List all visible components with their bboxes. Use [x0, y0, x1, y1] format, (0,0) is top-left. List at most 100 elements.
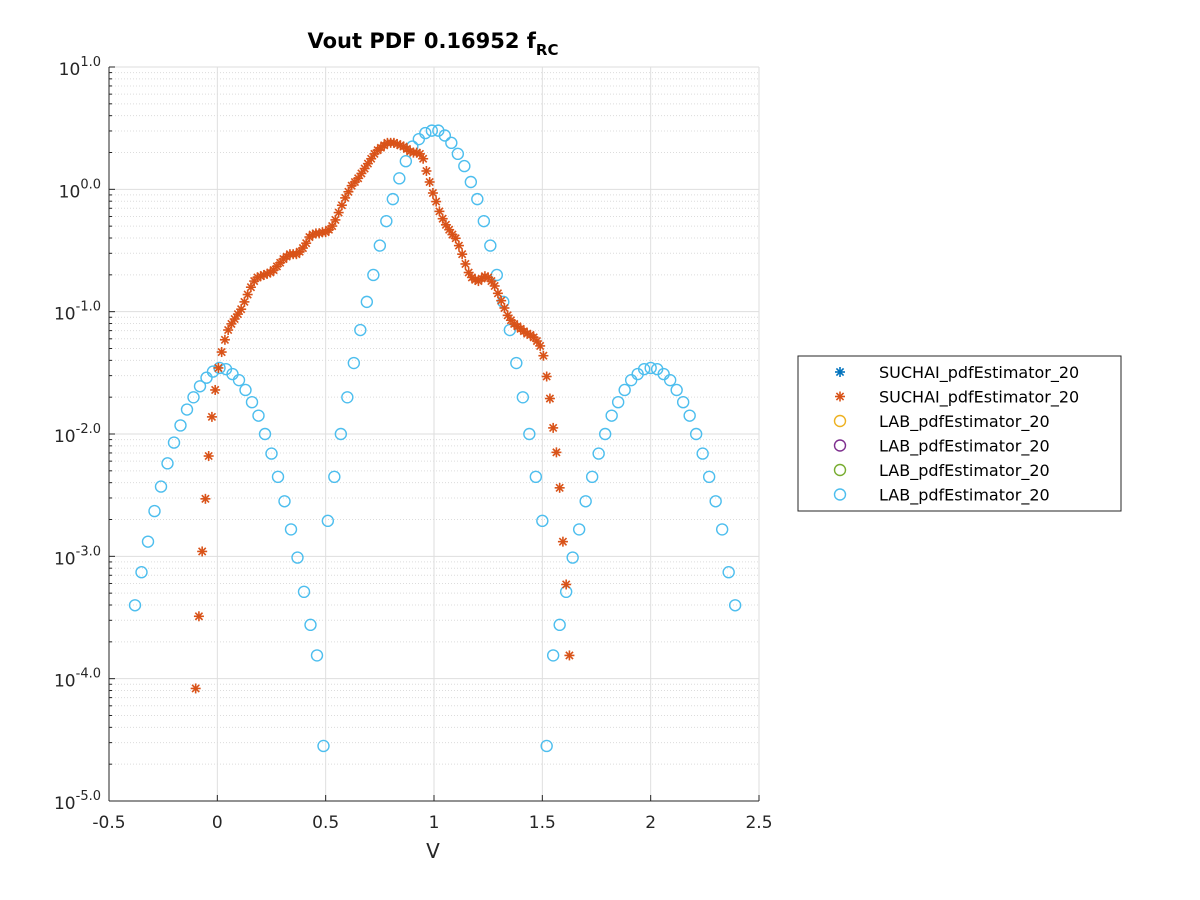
data-point — [334, 427, 348, 441]
legend-label: LAB_pdfEstimator_20 — [879, 486, 1050, 506]
legend-box — [797, 355, 1122, 512]
data-point — [425, 124, 439, 137]
y-tick-label-base: 10 — [54, 549, 76, 569]
data-point — [291, 551, 304, 564]
y-tick-label-exponent: -2.0 — [76, 422, 101, 437]
data-point — [546, 649, 560, 662]
data-point — [458, 159, 471, 173]
data-point — [499, 302, 510, 313]
data-point — [709, 495, 722, 508]
y-tick-label-base: 10 — [59, 60, 81, 80]
data-point — [392, 139, 403, 150]
data-point — [161, 457, 174, 470]
data-point — [457, 249, 468, 260]
legend-marker — [833, 414, 847, 428]
data-point — [554, 482, 565, 493]
x-axis-label: V — [426, 839, 440, 863]
data-point — [728, 599, 742, 612]
y-tick-label: 10-2.0 — [54, 422, 101, 447]
y-tick-label-exponent: -5.0 — [76, 789, 101, 804]
data-point — [239, 383, 252, 397]
x-tick-label: 0.5 — [312, 813, 339, 833]
legend-label: SUCHAI_pdfEstimator_20 — [879, 363, 1079, 383]
legend-marker — [835, 391, 845, 402]
legend-marker — [833, 439, 847, 452]
y-tick-label: 101.0 — [59, 55, 101, 80]
data-point — [450, 233, 461, 244]
data-point — [216, 347, 227, 358]
data-point — [206, 411, 217, 422]
data-point — [360, 295, 374, 309]
data-point — [496, 295, 507, 306]
y-tick-label-exponent: -3.0 — [76, 544, 101, 559]
data-point — [343, 186, 354, 197]
data-point — [644, 361, 657, 375]
data-point — [367, 268, 380, 282]
data-point — [271, 470, 285, 484]
data-point — [715, 523, 729, 536]
y-tick-label-base: 10 — [54, 794, 76, 814]
data-point — [174, 419, 187, 432]
y-tick-label: 10-1.0 — [54, 300, 101, 325]
x-tick-label: -0.5 — [92, 813, 125, 833]
y-tick-label-exponent: -4.0 — [76, 667, 101, 682]
data-point — [187, 391, 200, 404]
data-point — [399, 154, 413, 168]
data-point — [304, 618, 317, 632]
data-point — [516, 391, 530, 404]
data-point — [536, 514, 549, 528]
legend-label: SUCHAI_pdfEstimator_20 — [879, 388, 1079, 408]
data-point — [232, 373, 246, 387]
data-point — [284, 523, 298, 536]
data-point — [258, 427, 272, 441]
data-point — [637, 362, 651, 376]
data-point — [245, 395, 259, 409]
data-point — [561, 579, 572, 590]
data-point — [510, 356, 523, 370]
y-tick-label-base: 10 — [54, 305, 76, 325]
legend-marker — [835, 367, 845, 377]
data-point — [585, 470, 599, 484]
y-tick-label-exponent: 1.0 — [80, 55, 101, 70]
data-point — [663, 373, 677, 387]
data-point — [557, 536, 568, 547]
series-layer — [128, 124, 742, 753]
data-point — [544, 393, 555, 404]
data-point — [424, 176, 435, 187]
y-tick-label: 10-3.0 — [54, 544, 101, 569]
legend-marker — [833, 463, 847, 477]
data-point — [167, 436, 181, 449]
series-5 — [128, 124, 742, 753]
data-point — [492, 288, 503, 299]
chart-title: Vout PDF 0.16952 fRC — [308, 29, 559, 59]
data-point — [373, 239, 387, 252]
chart-title-main: Vout PDF 0.16952 f — [308, 29, 537, 53]
data-point — [421, 165, 432, 176]
data-point — [193, 611, 204, 622]
x-tick-label: 1 — [429, 813, 440, 833]
data-point — [341, 391, 354, 404]
y-tick-label-exponent: -1.0 — [76, 300, 101, 315]
data-point — [434, 206, 445, 217]
data-point — [321, 514, 335, 528]
data-point — [154, 480, 168, 493]
data-point — [484, 239, 497, 252]
data-point — [548, 422, 559, 433]
data-point — [236, 304, 247, 315]
data-point — [333, 207, 344, 218]
x-tick-label: 0 — [212, 813, 223, 833]
data-point — [464, 175, 478, 189]
data-point — [535, 340, 546, 351]
data-point — [605, 409, 618, 422]
legend-entries: SUCHAI_pdfEstimator_20 SUCHAI_pdfEstimato… — [833, 363, 1079, 506]
y-tick-label-exponent: 0.0 — [80, 177, 101, 192]
data-point — [340, 192, 351, 203]
data-point — [551, 447, 562, 458]
data-point — [431, 196, 442, 207]
y-tick-label-base: 10 — [54, 427, 76, 447]
x-axis-ticks: -0.5 0 0.5 1 1.5 2 2.5 — [92, 795, 773, 833]
data-point — [598, 427, 612, 441]
legend-label: LAB_pdfEstimator_20 — [879, 437, 1050, 457]
